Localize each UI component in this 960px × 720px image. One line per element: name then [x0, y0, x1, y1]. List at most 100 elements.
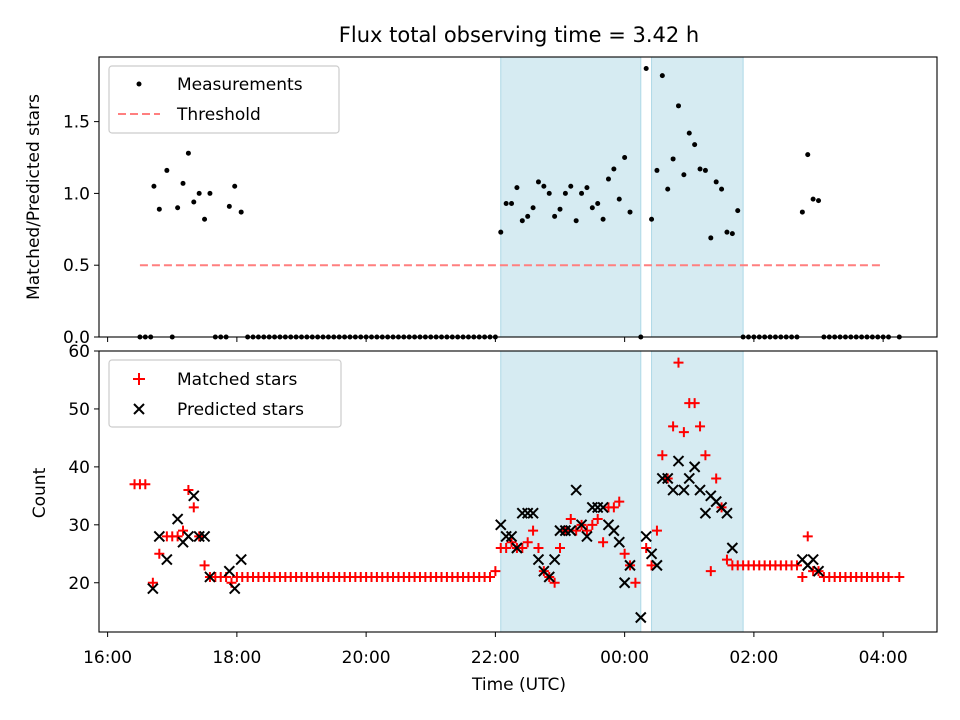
top-y-tick-label: 0.5 [63, 256, 90, 276]
matched-star-point [555, 542, 566, 553]
measurement-point [514, 185, 520, 191]
x-tick-label: 00:00 [600, 648, 649, 668]
matched-star-point [689, 398, 700, 409]
x-tick-label: 02:00 [729, 648, 778, 668]
observing-window-2 [651, 56, 744, 338]
predicted-star-point [548, 553, 561, 566]
measurement-point [196, 190, 202, 196]
matched-legend-marker [133, 373, 145, 385]
measurement-point [584, 185, 590, 191]
matched-star-point [140, 479, 151, 490]
matched-star-point [533, 542, 544, 553]
measurement-point [616, 196, 622, 202]
matched-star-point [484, 571, 495, 582]
measurement-point [180, 180, 186, 186]
matched-star-point [608, 502, 619, 513]
predicted-star-point [188, 490, 200, 502]
predicted-star-point [688, 461, 701, 473]
predicted-star-point [662, 472, 674, 485]
matched-star-point [802, 531, 813, 542]
predicted-star-point [672, 455, 685, 467]
measurement-point [202, 216, 208, 222]
matched-star-point [630, 577, 641, 588]
threshold-legend-label: Threshold [176, 105, 261, 125]
predicted-star-point [635, 611, 647, 624]
top-y-tick-label: 0.0 [63, 328, 90, 348]
measurement-point [605, 176, 611, 182]
predicted-star-point [575, 519, 588, 531]
predicted-star-point [161, 553, 173, 566]
predicted-legend-label: Predicted stars [177, 400, 304, 420]
predicted-stars-points [147, 455, 825, 624]
bottom-legend-frame [108, 359, 342, 428]
predicted-star-point [651, 559, 663, 572]
top-panel: 0.0 0.5 1.0 1.5 Matched/Predicted stars Mea… [24, 56, 938, 348]
matched-star-point [517, 542, 528, 553]
matched-star-point [199, 560, 210, 571]
matched-legend-label: Matched stars [177, 370, 297, 390]
measurement-point [735, 208, 741, 214]
predicted-star-point [618, 577, 631, 589]
measurement-point [191, 199, 197, 205]
measurement-point [552, 213, 558, 219]
measurement-point [595, 200, 601, 206]
matched-star-point [705, 566, 716, 577]
predicted-star-point [204, 571, 216, 583]
matched-star-point [506, 537, 517, 548]
measurement-point [232, 183, 238, 189]
measurement-point [503, 200, 509, 206]
top-y-axis-label: Matched/Predicted stars [24, 94, 44, 300]
matched-star-point [147, 577, 158, 588]
observing-window-1 [500, 350, 642, 633]
measurement-point [654, 167, 660, 173]
x-tick-label: 22:00 [471, 648, 520, 668]
measurement-point [692, 142, 698, 148]
predicted-legend-marker [133, 403, 145, 415]
predicted-star-point [223, 565, 236, 577]
matched-star-point [678, 427, 689, 438]
measurement-point [530, 205, 536, 211]
measurements-legend-marker [136, 81, 142, 87]
predicted-star-point [694, 484, 706, 496]
x-tick-label: 18:00 [212, 648, 261, 668]
measurement-point [185, 150, 191, 156]
measurement-point [509, 200, 515, 206]
top-x-tick-marks [107, 337, 884, 342]
matched-star-point [673, 357, 684, 368]
measurement-point [156, 206, 162, 212]
bottom-y-tick-label: 50 [68, 400, 90, 420]
top-plot-frame [98, 56, 938, 338]
measurement-point [600, 216, 606, 222]
predicted-star-point [527, 507, 539, 519]
predicted-star-point [147, 582, 159, 595]
predicted-star-point [807, 553, 819, 566]
measurement-point [702, 167, 708, 173]
matched-star-point [581, 525, 592, 536]
measurement-point [643, 65, 649, 71]
bottom-y-axis-label: Count [30, 467, 50, 518]
measurement-point [686, 130, 692, 136]
top-y-axis: 0.0 0.5 1.0 1.5 [63, 113, 99, 348]
predicted-star-point [699, 507, 712, 519]
predicted-star-point [532, 553, 545, 566]
matched-star-point [651, 525, 662, 536]
predicted-star-point [182, 530, 195, 543]
measurement-point [697, 166, 703, 172]
measurement-point [226, 203, 232, 209]
measurement-point [164, 167, 170, 173]
matched-star-point [791, 560, 802, 571]
measurement-point [681, 172, 687, 178]
matched-star-point [619, 548, 630, 559]
predicted-star-point [229, 582, 241, 595]
matched-star-point [528, 525, 539, 536]
matched-star-point [711, 473, 722, 484]
measurement-point [659, 73, 665, 79]
measurement-point [805, 152, 811, 158]
measurement-point [729, 231, 735, 237]
predicted-star-point [608, 524, 620, 537]
measurement-point [675, 103, 681, 109]
measurement-point [498, 229, 504, 235]
bottom-y-tick-label: 20 [68, 574, 90, 594]
matched-star-point [695, 421, 706, 432]
